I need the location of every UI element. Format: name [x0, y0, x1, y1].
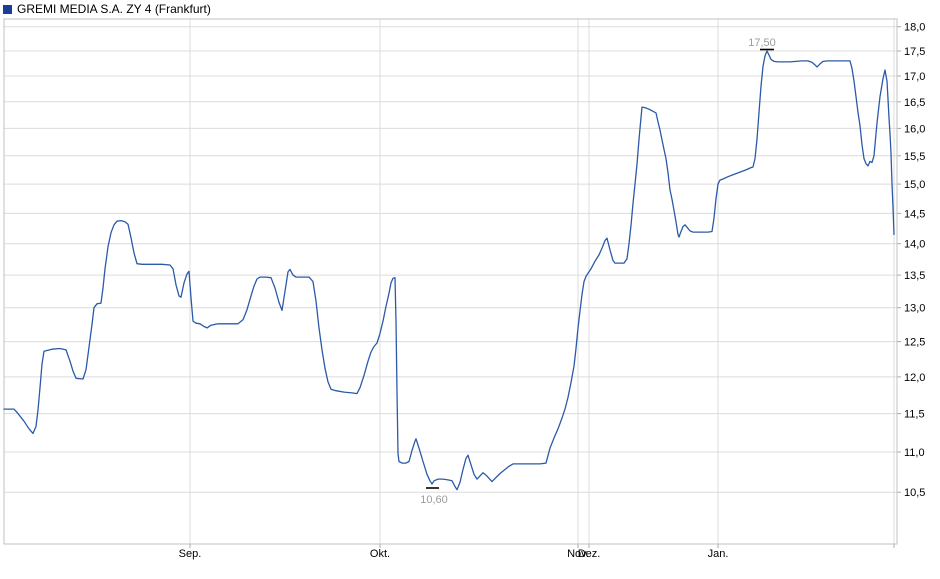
- y-axis-label: 17,5: [904, 46, 925, 58]
- y-axis-label: 16,0: [904, 123, 925, 135]
- x-axis-label: Sep.: [179, 548, 202, 560]
- y-axis-label: 11,5: [904, 409, 925, 421]
- y-axis-label: 15,5: [904, 151, 925, 163]
- y-axis-label: 15,0: [904, 179, 925, 191]
- y-axis-label: 14,0: [904, 239, 925, 251]
- price-line: [3, 50, 895, 491]
- y-axis-label: 14,5: [904, 208, 925, 220]
- y-axis-label: 18,0: [904, 22, 925, 34]
- y-axis-label: 17,0: [904, 71, 925, 83]
- y-axis-label: 12,0: [904, 372, 925, 384]
- y-axis-label: 11,0: [904, 447, 925, 459]
- y-axis-label: 13,0: [904, 303, 925, 315]
- plot-border: [3, 18, 898, 545]
- stock-square-icon: [3, 4, 12, 14]
- y-axis-label: 16,5: [904, 97, 925, 109]
- x-axis-label: Okt.: [370, 548, 390, 560]
- y-axis-label: 10,5: [904, 487, 925, 499]
- high-annotation: 17,50: [748, 37, 776, 49]
- low-annotation: 10,60: [420, 494, 448, 506]
- x-axis-label: Nov.: [567, 548, 589, 560]
- chart-title: GREMI MEDIA S.A. ZY 4 (Frankfurt): [17, 2, 211, 16]
- chart-header: GREMI MEDIA S.A. ZY 4 (Frankfurt): [3, 2, 211, 16]
- x-axis-label: Jan.: [708, 548, 729, 560]
- x-axis-label: Dez.: [578, 548, 601, 560]
- y-axis-label: 12,5: [904, 337, 925, 349]
- y-axis-label: 13,5: [904, 270, 925, 282]
